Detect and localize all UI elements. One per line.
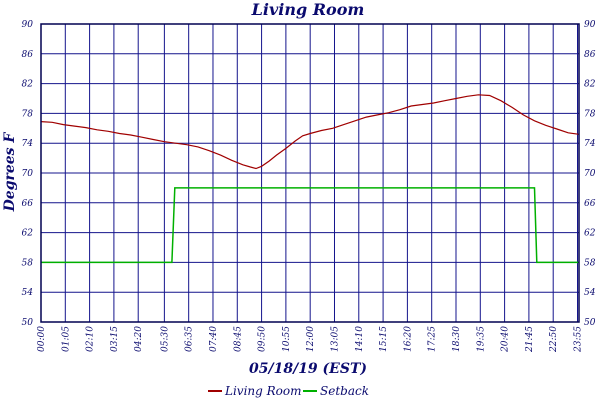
y-tick-label-right: 70: [584, 169, 596, 179]
label-layer: Living Room 05/18/19 (EST) Degrees F 50 5…: [2, 0, 596, 377]
x-tick-label: 06:35: [185, 326, 195, 352]
y-tick-label-right: 86: [584, 50, 596, 60]
y-tick-label-left: 82: [22, 80, 34, 90]
y-tick-label-right: 78: [584, 109, 596, 119]
y-tick-label-left: 70: [22, 169, 34, 179]
frame-layer: [40, 23, 580, 323]
y-tick-label-left: 54: [22, 288, 34, 298]
y-tick-label-left: 50: [22, 318, 34, 328]
series-line-living-room: [40, 94, 580, 170]
x-tick-label: 10:55: [282, 326, 292, 352]
y-tick-label-right: 62: [584, 229, 596, 239]
series-layer: [40, 94, 580, 264]
series-line-setback: [41, 187, 579, 264]
x-tick-label: 02:10: [86, 326, 96, 352]
x-tick-label: 19:35: [476, 326, 486, 352]
y-tick-label-left: 58: [22, 258, 34, 268]
x-tick-label: 12:00: [306, 326, 316, 352]
legend: Living Room Setback: [208, 384, 369, 398]
x-tick-label: 08:45: [233, 326, 243, 352]
y-axis-label: Degrees F: [2, 132, 18, 213]
y-tick-label-right: 90: [584, 20, 596, 30]
x-tick-label: 07:40: [209, 326, 219, 352]
x-tick-label: 00:00: [37, 326, 47, 352]
chart-title: Living Room: [251, 0, 365, 19]
x-tick-label: 16:20: [403, 326, 413, 352]
x-tick-label: 05:30: [160, 326, 170, 352]
plot-frame: [40, 23, 580, 323]
x-tick-label: 13:05: [330, 326, 340, 352]
y-tick-label-left: 86: [22, 50, 34, 60]
x-tick-label: 21:45: [525, 326, 535, 353]
x-tick-label: 03:15: [110, 326, 120, 352]
x-tick-label: 18:30: [452, 326, 462, 352]
y-tick-label-right: 58: [584, 258, 596, 268]
grid-layer: [40, 23, 580, 323]
y-tick-label-left: 74: [22, 139, 34, 149]
x-tick-label: 20:40: [501, 326, 511, 353]
x-tick-label: 15:15: [379, 326, 389, 352]
y-tick-label-right: 54: [584, 288, 596, 298]
y-tick-label-left: 66: [22, 199, 34, 209]
legend-label-setback: Setback: [320, 384, 369, 398]
x-tick-label: 04:20: [134, 326, 144, 352]
y-tick-label-left: 78: [22, 109, 34, 119]
x-axis-label: 05/18/19 (EST): [249, 361, 367, 377]
y-tick-label-right: 82: [584, 80, 596, 90]
x-tick-label: 01:05: [61, 326, 71, 352]
legend-label-living-room: Living Room: [224, 384, 302, 398]
y-tick-label-left: 62: [22, 229, 34, 239]
x-tick-label: 09:50: [258, 326, 268, 352]
x-tick-label: 17:25: [428, 326, 438, 352]
x-tick-label: 23:55: [574, 326, 584, 353]
x-tick-label: 22:50: [549, 326, 559, 353]
y-tick-label-right: 66: [584, 199, 596, 209]
y-tick-label-right: 74: [584, 139, 596, 149]
y-tick-label-left: 90: [22, 20, 34, 30]
x-tick-label: 14:10: [355, 326, 365, 352]
y-tick-label-right: 50: [584, 318, 596, 328]
